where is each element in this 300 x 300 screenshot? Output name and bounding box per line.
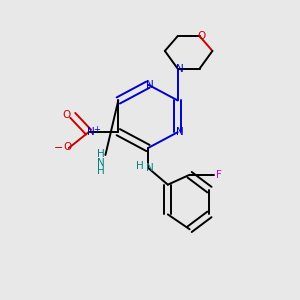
Text: +: +: [93, 125, 100, 134]
Text: N: N: [176, 64, 184, 74]
Text: H: H: [97, 149, 104, 159]
Text: H: H: [97, 166, 104, 176]
Text: H: H: [136, 161, 144, 171]
Text: N: N: [87, 127, 94, 137]
Text: −: −: [53, 143, 63, 153]
Text: N: N: [146, 80, 154, 90]
Text: O: O: [197, 31, 206, 41]
Text: O: O: [64, 142, 72, 152]
Text: F: F: [216, 170, 222, 180]
Text: N: N: [176, 127, 184, 137]
Text: N: N: [97, 158, 104, 168]
Text: N: N: [146, 163, 154, 173]
Text: O: O: [62, 110, 71, 120]
